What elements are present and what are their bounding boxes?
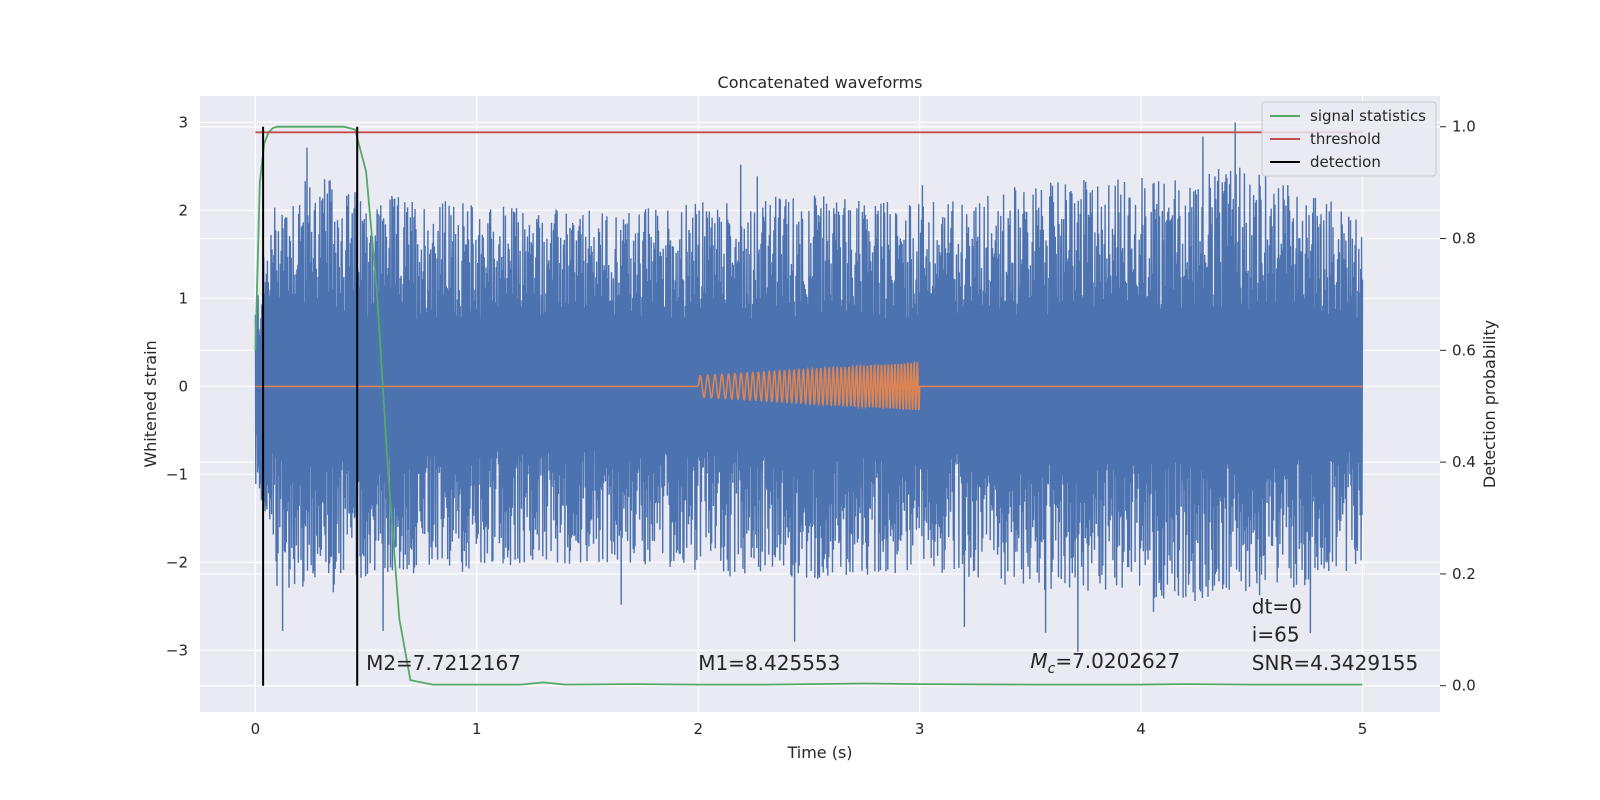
y-right-tick-label: 1.0 [1452,118,1476,136]
x-tick-label: 0 [251,720,261,738]
x-tick-label: 5 [1358,720,1368,738]
y-right-tick-label: 0.6 [1452,341,1476,359]
y-right-tick-label: 0.8 [1452,230,1476,248]
injected-signal-line [255,360,1363,411]
legend-label-threshold: threshold [1310,130,1381,148]
annotation-symbol: M [1030,649,1047,673]
legend-label-detection: detection [1310,153,1381,171]
annotations: M2=7.7212167 M1=8.425553 Mc=7.0202627 SNR=4… [366,594,1418,677]
y-right-tick-label: 0.2 [1452,565,1476,583]
y-axis-right: 0.0 0.2 0.4 0.6 0.8 1.0 [1440,118,1476,695]
y-tick-label: 2 [178,201,188,219]
annotation-text: M1=8.425553 [698,651,840,675]
noise-line [254,122,1364,652]
y-axis-right-label: Detection probability [1480,320,1499,488]
noise-series [254,122,1364,652]
y-tick-label: −3 [166,641,188,659]
chart-title: Concatenated waveforms [718,73,923,92]
x-tick-label: 3 [915,720,925,738]
x-tick-label: 1 [472,720,482,738]
y-tick-label: 1 [178,289,188,307]
y-tick-label: −2 [166,553,188,571]
y-tick-label: 0 [178,377,188,395]
x-tick-label: 4 [1136,720,1146,738]
y-tick-label: 3 [178,113,188,131]
x-tick-label: 2 [693,720,703,738]
annotation-subscript: c [1048,661,1056,677]
detection-series [262,126,359,686]
legend: signal statistics threshold detection [1261,101,1437,177]
legend-box [1261,101,1437,177]
y-axis-label: Whitened strain [141,340,160,467]
legend-label-signal-statistics: signal statistics [1310,107,1426,125]
annotation-text: dt=0 [1252,594,1302,618]
injected-signal-series [255,360,1363,411]
y-tick-label: −1 [166,465,188,483]
x-axis-label: Time (s) [786,743,852,762]
annotation-text: SNR=4.3429155 [1252,651,1418,675]
signal-statistics-line [254,125,1363,686]
annotation-text: Mc=7.0202627 [1030,649,1180,677]
y-right-tick-label: 0.4 [1452,453,1476,471]
y-axis-left: −3 −2 −1 0 1 2 3 [166,113,188,659]
y-right-tick-label: 0.0 [1452,677,1476,695]
annotation-value: =7.0202627 [1055,649,1180,673]
x-axis: 0 1 2 3 4 5 [251,720,1368,738]
annotation-text: M2=7.7212167 [366,651,521,675]
annotation-text: i=65 [1252,623,1300,647]
signal-statistics-series [254,125,1363,686]
